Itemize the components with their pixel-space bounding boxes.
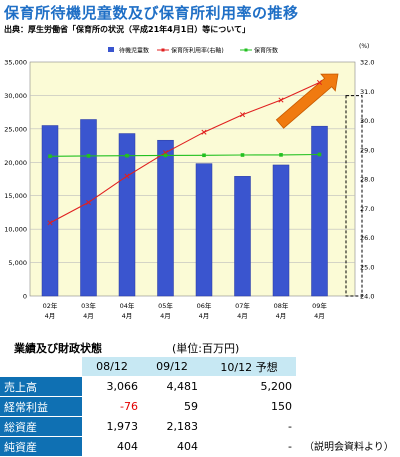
y-right-tick-label: 26.0	[360, 234, 374, 242]
series-line	[49, 153, 320, 157]
legend-marker	[244, 48, 248, 52]
data-point	[316, 79, 323, 86]
y-right-tick-label: 32.0	[360, 59, 374, 67]
data-point	[163, 153, 168, 158]
x-tick-label: 09年	[312, 301, 327, 310]
x-tick-label: 4月	[199, 312, 210, 320]
cell: 404	[142, 436, 202, 457]
row-label: 純資産	[0, 436, 82, 457]
data-point	[202, 153, 206, 158]
y-right-tick-label: 25.0	[360, 263, 374, 271]
y-left-tick-label: 20,000	[4, 159, 27, 167]
legend-label: 保育所利用率(右軸)	[171, 47, 224, 55]
x-tick-label: 05年	[158, 301, 173, 310]
page-title: 保育所待機児童数及び保育所利用率の推移	[4, 4, 299, 22]
x-tick-label: 4月	[122, 312, 133, 320]
x-tick-label: 03年	[81, 301, 96, 310]
data-point	[125, 153, 129, 158]
x-tick-label: 06年	[197, 301, 212, 310]
series-line	[49, 81, 320, 224]
table-row: 売上高 3,066 4,481 5,200	[0, 376, 296, 397]
bar	[234, 176, 251, 297]
bar	[41, 125, 59, 297]
x-tick-label: 4月	[45, 312, 56, 320]
legend-label: 保育所数	[254, 47, 278, 55]
cell: 5,200	[202, 376, 296, 397]
data-point	[47, 220, 53, 226]
bar	[118, 133, 136, 297]
financials-unit: (単位:百万円)	[172, 342, 240, 355]
trend-arrow-icon	[275, 73, 339, 129]
bar	[80, 119, 97, 297]
table-row: 経常利益 -76 59 150	[0, 396, 296, 417]
row-label: 総資産	[0, 416, 82, 437]
y-left-tick-label: 25,000	[4, 125, 27, 133]
y-left-tick-label: 0	[23, 293, 27, 301]
row-label: 経常利益	[0, 396, 82, 417]
y-left-tick-label: 15,000	[4, 192, 27, 200]
x-tick-label: 08年	[274, 301, 289, 310]
financials-header-row: 08/12 09/12 10/12 予想	[0, 357, 296, 377]
y-right-tick-label: 28.0	[360, 176, 374, 184]
financials-title: 業績及び財政状態	[14, 342, 102, 355]
x-tick-label: 4月	[160, 312, 171, 320]
bar	[272, 164, 290, 297]
data-point	[239, 112, 246, 118]
bar	[311, 125, 328, 297]
data-point	[240, 153, 245, 157]
cell: -	[202, 416, 296, 437]
cell: 2,183	[142, 416, 202, 437]
cell: 150	[202, 396, 296, 417]
legend-marker	[161, 48, 165, 52]
data-point	[279, 153, 283, 157]
y-right-tick-label: 27.0	[360, 205, 374, 213]
cell: 59	[142, 396, 202, 417]
table-row: 総資産 1,973 2,183 -	[0, 416, 296, 437]
cell: -76	[82, 396, 142, 417]
col-header: 10/12 予想	[202, 357, 296, 377]
y-right-tick-label: 29.0	[360, 146, 374, 154]
data-point	[278, 97, 284, 103]
x-tick-label: 4月	[276, 312, 287, 320]
data-point	[48, 154, 52, 159]
y-left-tick-label: 5,000	[8, 259, 27, 267]
data-point	[85, 199, 92, 205]
y-right-tick-label: 31.0	[360, 88, 374, 96]
cell: 404	[82, 436, 142, 457]
y-right-tick-label: 30.0	[360, 117, 374, 125]
data-point	[86, 154, 91, 158]
cell: 3,066	[82, 376, 142, 397]
y-left-tick-label: 30,000	[4, 92, 27, 100]
source-note: 出典：厚生労働省「保育所の状況（平成21年4月1日）等について」	[4, 25, 251, 34]
x-tick-label: 04年	[120, 301, 135, 310]
table-row: 純資産 404 404 -	[0, 436, 296, 457]
x-tick-label: 02年	[43, 301, 58, 310]
cell: 4,481	[142, 376, 202, 397]
bar	[157, 139, 174, 297]
financials-table: 08/12 09/12 10/12 予想 売上高 3,066 4,481 5,2…	[0, 357, 296, 457]
data-point	[124, 173, 130, 179]
cell: 1,973	[82, 416, 142, 437]
x-tick-label: 4月	[83, 312, 94, 320]
source-footnote: （説明会資料より）	[304, 442, 394, 453]
x-tick-label: 4月	[314, 312, 325, 320]
y-right-unit: (%)	[359, 43, 369, 50]
legend-swatch	[108, 47, 114, 52]
col-header: 09/12	[142, 357, 202, 377]
x-tick-label: 4月	[237, 312, 248, 320]
y-left-tick-label: 35,000	[4, 59, 27, 67]
legend-label: 待機児童数	[119, 47, 149, 55]
header-empty-cell	[0, 357, 82, 377]
cell: -	[202, 436, 296, 457]
x-tick-label: 07年	[235, 301, 250, 310]
row-label: 売上高	[0, 376, 82, 397]
data-point	[201, 129, 207, 135]
combo-chart: 0 5,000 10,000 15,000 20,000 25,000 30,000 35,0…	[4, 43, 374, 320]
y-right-tick-label: 24.0	[360, 293, 374, 301]
forecast-dashed-box	[345, 95, 363, 297]
col-header: 08/12	[82, 357, 142, 377]
bar	[195, 163, 213, 297]
y-left-tick-label: 10,000	[4, 226, 27, 234]
data-point	[317, 152, 322, 157]
